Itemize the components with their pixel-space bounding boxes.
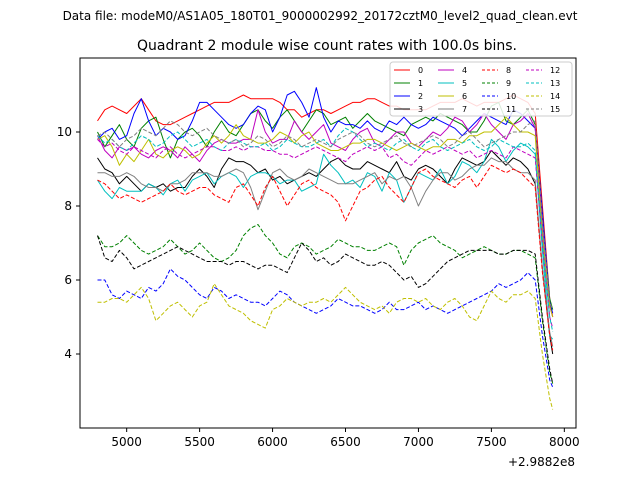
legend-label-11: 11 (506, 105, 516, 114)
figure-suptitle: Data file: modeM0/AS1A05_180T01_90000029… (63, 9, 578, 23)
legend-label-9: 9 (506, 79, 511, 88)
y-axis: 4 6 8 10 (57, 125, 80, 361)
x-tick-label-7000: 7000 (403, 435, 434, 449)
x-tick-label-6500: 6500 (330, 435, 361, 449)
x-axis: 5000 5500 6000 6500 7000 7500 8000 (111, 428, 580, 449)
series-line-12 (97, 139, 554, 329)
x-tick-label-6000: 6000 (257, 435, 288, 449)
series-line-14 (97, 283, 554, 410)
legend-label-10: 10 (506, 92, 516, 101)
series-line-3 (97, 150, 554, 355)
series-line-9 (97, 224, 554, 384)
series-line-13 (97, 127, 554, 332)
series-line-15 (97, 120, 554, 310)
series-line-8 (97, 164, 554, 351)
series-line-2 (97, 87, 554, 314)
legend-label-7: 7 (462, 105, 467, 114)
y-tick-label-8: 8 (64, 199, 72, 213)
series-line-4 (97, 109, 554, 318)
legend-label-0: 0 (418, 66, 423, 75)
legend-label-1: 1 (418, 79, 423, 88)
legend-label-3: 3 (418, 105, 423, 114)
legend-label-8: 8 (506, 66, 511, 75)
series-line-6 (97, 116, 554, 318)
legend-label-4: 4 (462, 66, 467, 75)
series-line-11 (97, 235, 554, 384)
x-tick-label-8000: 8000 (549, 435, 580, 449)
series-line-7 (97, 157, 554, 347)
x-tick-label-7500: 7500 (476, 435, 507, 449)
plot-series-group (97, 87, 554, 410)
legend-label-2: 2 (418, 92, 423, 101)
x-tick-label-5500: 5500 (184, 435, 215, 449)
y-tick-label-10: 10 (57, 125, 72, 139)
legend-label-5: 5 (462, 79, 467, 88)
y-tick-label-4: 4 (64, 347, 72, 361)
series-line-5 (97, 138, 554, 340)
chart-title: Quadrant 2 module wise count rates with … (137, 38, 517, 54)
series-line-10 (97, 268, 554, 388)
legend-label-14: 14 (550, 92, 560, 101)
legend-label-6: 6 (462, 92, 467, 101)
legend-box (389, 61, 573, 117)
x-tick-label-5000: 5000 (111, 435, 142, 449)
legend-label-15: 15 (550, 105, 560, 114)
legend-label-13: 13 (550, 79, 560, 88)
plot-frame (79, 57, 577, 429)
y-tick-label-6: 6 (64, 273, 72, 287)
x-offset-label: +2.9882e8 (508, 455, 575, 469)
legend-label-12: 12 (550, 66, 560, 75)
